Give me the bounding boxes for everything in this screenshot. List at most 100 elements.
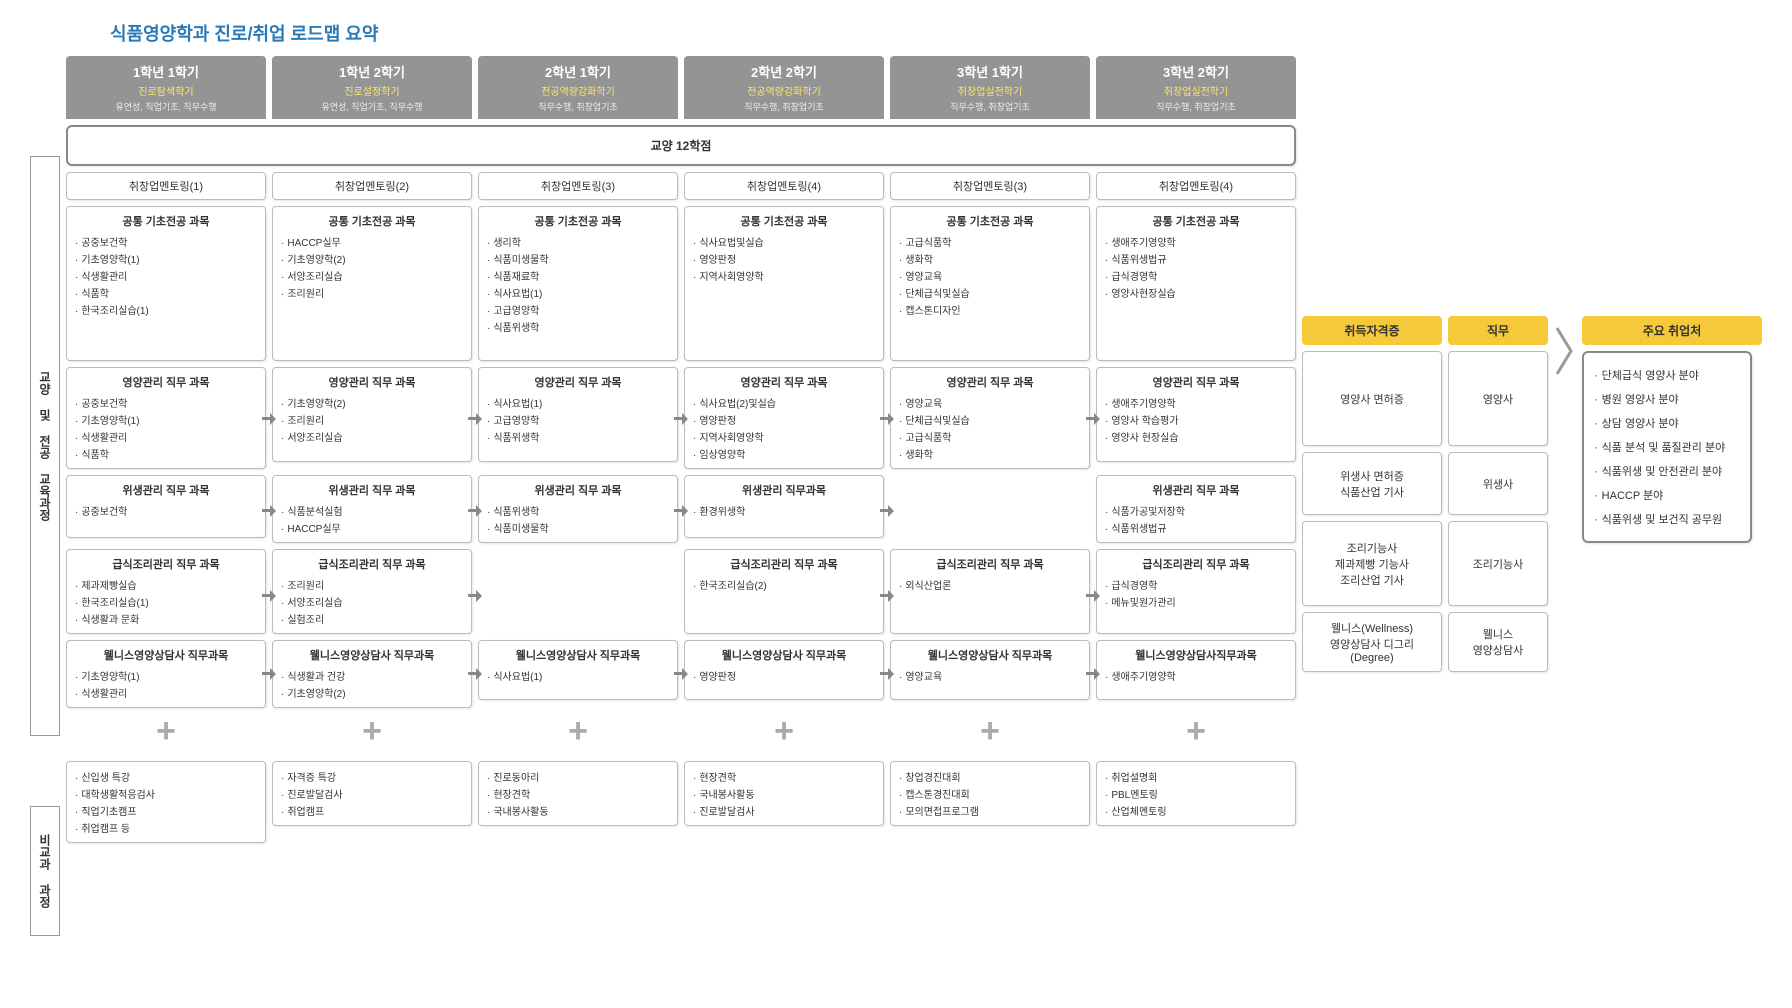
semester-header: 2학년 1학기전공역량강화학기직무수행, 취창업기초 — [478, 56, 678, 119]
course-card: 급식조리관리 직무 과목급식경영학메뉴및원가관리 — [1096, 549, 1296, 634]
course-card: 진로동아리현장견학국내봉사활동 — [478, 761, 678, 826]
course-item: 식사요법(1) — [487, 284, 669, 301]
plus-icon: + — [66, 712, 266, 751]
course-item: 식품위생학 — [487, 428, 669, 445]
outcome-item: 식품 분석 및 품질관리 분야 — [1594, 435, 1740, 459]
course-item: 임상영양학 — [693, 445, 875, 462]
course-item: 공중보건학 — [75, 394, 257, 411]
course-item: 환경위생학 — [693, 502, 875, 519]
course-card: 웰니스영양상담사 직무과목기초영양학(1)식생활관리 — [66, 640, 266, 708]
course-card: 웰니스영양상담사 직무과목식사요법(1) — [478, 640, 678, 700]
course-item: 생애주기영양학 — [1105, 394, 1287, 411]
course-item: 직업기초캠프 — [75, 802, 257, 819]
semester-col: 1학년 1학기진로탐색학기유연성, 직업기초, 직무수행 — [66, 56, 266, 119]
course-item: 식생활과 건강 — [281, 667, 463, 684]
course-item: 지역사회영양학 — [693, 428, 875, 445]
common-courses-row: 공통 기초전공 과목공중보건학기초영양학(1)식생활관리식품학한국조리실습(1)… — [66, 200, 1296, 361]
outcome-header: 주요 취업처 — [1582, 316, 1762, 345]
course-item: 식품학 — [75, 284, 257, 301]
course-item: 식생활관리 — [75, 684, 257, 701]
course-card: 위생관리 직무 과목식품분석실험HACCP실무 — [272, 475, 472, 543]
card-title: 공통 기초전공 과목 — [487, 213, 669, 229]
card-title: 웰니스영양상담사 직무과목 — [899, 647, 1081, 663]
arrow-icon — [674, 505, 688, 517]
arrow-icon — [674, 413, 688, 425]
curriculum-label: 교양 및 전공 교육과정 — [30, 156, 60, 736]
course-item: 영양교육 — [899, 267, 1081, 284]
course-card: 급식조리관리 직무 과목제과제빵실습한국조리실습(1)식생활과 문화 — [66, 549, 266, 634]
course-item: 조리원리 — [281, 411, 463, 428]
job-box: 조리기능사 — [1448, 521, 1548, 606]
plus-icon: + — [684, 712, 884, 751]
course-item: 식품가공및저장학 — [1105, 502, 1287, 519]
card-title: 급식조리관리 직무 과목 — [693, 556, 875, 572]
chevron-icon — [1554, 316, 1576, 386]
main-layout: 교양 및 전공 교육과정 비교과 과정 1학년 1학기진로탐색학기유연성, 직업… — [30, 56, 1762, 936]
course-card: 자격증 특강진로발달검사취업캠프 — [272, 761, 472, 826]
course-item: 캡스톤경진대회 — [899, 785, 1081, 802]
course-item: 국내봉사활동 — [487, 802, 669, 819]
course-card: 현장견학국내봉사활동진로발달검사 — [684, 761, 884, 826]
course-item: 생화학 — [899, 250, 1081, 267]
mentoring-box: 취창업멘토링(1) — [66, 172, 266, 200]
card-title: 공통 기초전공 과목 — [1105, 213, 1287, 229]
mentoring-box: 취창업멘토링(2) — [272, 172, 472, 200]
course-item: 자격증 특강 — [281, 768, 463, 785]
course-item: 생리학 — [487, 233, 669, 250]
course-card: 창업경진대회캡스톤경진대회모의면접프로그램 — [890, 761, 1090, 826]
card-title: 영양관리 직무 과목 — [75, 374, 257, 390]
outcome-column: 주요 취업처 단체급식 영양사 분야병원 영양사 분야상담 영양사 분야식품 분… — [1582, 316, 1762, 543]
job-box: 위생사 — [1448, 452, 1548, 515]
course-item: 식품미생물학 — [487, 519, 669, 536]
semester-headers: 1학년 1학기진로탐색학기유연성, 직업기초, 직무수행1학년 2학기진로설정학… — [66, 56, 1296, 119]
course-item: 공중보건학 — [75, 233, 257, 250]
course-item: 기초영양학(2) — [281, 250, 463, 267]
course-item: PBL멘토링 — [1105, 785, 1287, 802]
course-item: 현장견학 — [487, 785, 669, 802]
course-item: 한국조리실습(1) — [75, 593, 257, 610]
arrow-icon — [1086, 590, 1100, 602]
course-item: 식생활관리 — [75, 428, 257, 445]
course-item: 취업캠프 등 — [75, 819, 257, 836]
card-title: 공통 기초전공 과목 — [899, 213, 1081, 229]
course-item: 급식경영학 — [1105, 576, 1287, 593]
course-card: 위생관리 직무 과목식품가공및저장학식품위생법규 — [1096, 475, 1296, 543]
course-card: 공통 기초전공 과목HACCP실무기초영양학(2)서양조리실습조리원리 — [272, 206, 472, 361]
arrow-icon — [674, 668, 688, 680]
outcome-box: 단체급식 영양사 분야병원 영양사 분야상담 영양사 분야식품 분석 및 품질관… — [1582, 351, 1752, 543]
outcome-item: 식품위생 및 보건직 공무원 — [1594, 507, 1740, 531]
arrow-icon — [468, 590, 482, 602]
arrow-icon — [262, 590, 276, 602]
semester-col: 1학년 2학기진로설정학기유연성, 직업기초, 직무수행 — [272, 56, 472, 119]
course-item: 식사요법및실습 — [693, 233, 875, 250]
course-item: 식생활과 문화 — [75, 610, 257, 627]
course-item: 식품학 — [75, 445, 257, 462]
outcome-item: 식품위생 및 안전관리 분야 — [1594, 459, 1740, 483]
outcome-item: HACCP 분야 — [1594, 483, 1740, 507]
course-item: 기초영양학(1) — [75, 250, 257, 267]
page-title: 식품영양학과 진로/취업 로드맵 요약 — [110, 20, 1762, 46]
course-card: 영양관리 직무 과목식사요법(1)고급영양학식품위생학 — [478, 367, 678, 462]
course-item: 제과제빵실습 — [75, 576, 257, 593]
course-item: 진로발달검사 — [281, 785, 463, 802]
track-rows: 영양관리 직무 과목공중보건학기초영양학(1)식생활관리식품학영양관리 직무 과… — [66, 361, 1296, 708]
course-item: 식생활관리 — [75, 267, 257, 284]
course-item: 캡스톤디자인 — [899, 301, 1081, 318]
card-title: 웰니스영양상담사 직무과목 — [281, 647, 463, 663]
job-box: 영양사 — [1448, 351, 1548, 446]
mentoring-box: 취창업멘토링(3) — [890, 172, 1090, 200]
card-title: 급식조리관리 직무 과목 — [281, 556, 463, 572]
semester-header: 1학년 1학기진로탐색학기유연성, 직업기초, 직무수행 — [66, 56, 266, 119]
course-item: 식품위생학 — [487, 318, 669, 335]
card-title: 위생관리 직무과목 — [693, 482, 875, 498]
course-item: 공중보건학 — [75, 502, 257, 519]
course-card: 급식조리관리 직무 과목한국조리실습(2) — [684, 549, 884, 634]
course-item: 지역사회영양학 — [693, 267, 875, 284]
course-item: 진로동아리 — [487, 768, 669, 785]
arrow-icon — [1086, 413, 1100, 425]
course-item: 고급영양학 — [487, 411, 669, 428]
course-card: 영양관리 직무 과목생애주기영양학영양사 학습평가영양사 현장실습 — [1096, 367, 1296, 462]
course-item: 영양사 학습평가 — [1105, 411, 1287, 428]
course-item: 대학생활적응검사 — [75, 785, 257, 802]
general-credits-bar: 교양 12학점 — [66, 125, 1296, 166]
